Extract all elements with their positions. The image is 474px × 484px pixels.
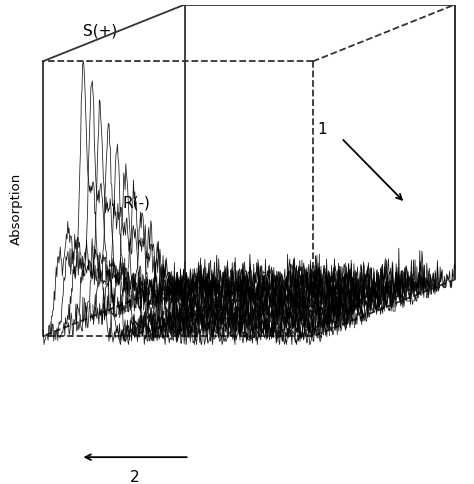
Polygon shape [313,5,455,336]
Polygon shape [43,280,455,336]
Text: 2: 2 [130,469,140,484]
Polygon shape [185,5,455,280]
Text: 1: 1 [318,122,327,136]
Text: S(+): S(+) [82,23,117,38]
Text: R(-): R(-) [122,195,150,210]
Polygon shape [43,5,185,336]
Text: Absorption: Absorption [10,173,23,245]
